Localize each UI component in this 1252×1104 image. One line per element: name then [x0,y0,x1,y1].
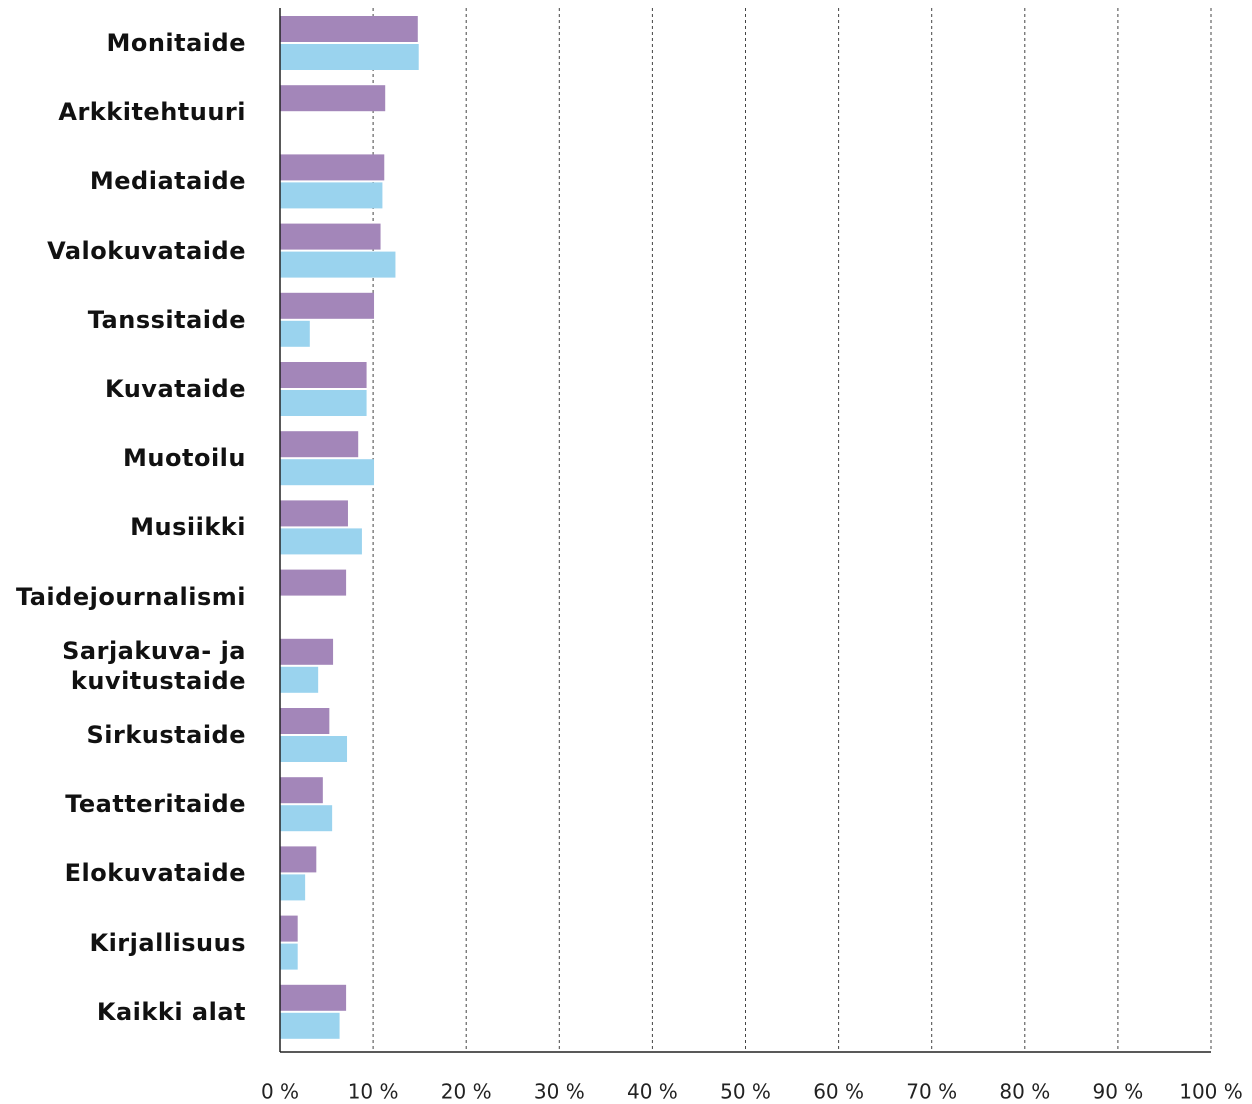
bar [280,320,310,347]
category-label: Valokuvataide [47,236,246,265]
category-label: Kuvataide [105,375,246,403]
bar [280,431,359,458]
category-label: Elokuvataide [64,859,246,888]
bar [280,569,347,596]
x-tick-label: 60 % [813,1080,864,1104]
bar [280,528,362,555]
category-label: Monitaide [106,29,246,57]
bar [280,736,348,762]
category-label: Muotoilu [123,444,246,473]
bar [280,943,298,970]
x-tick-label: 50 % [720,1080,771,1104]
category-label: Teatteritaide [65,790,246,819]
category-label: Musiikki [130,513,246,542]
category-label: Sarjakuva- ja kuvitustaide [62,636,246,695]
x-tick-label: 10 % [348,1080,399,1104]
bar [280,1012,340,1039]
bar [280,984,347,1011]
category-label: Sirkustaide [86,721,246,749]
bar [280,390,367,416]
category-label: Tanssitaide [87,305,246,334]
bar [280,500,348,527]
bar [280,44,419,70]
bar [280,16,418,42]
category-label: Mediataide [89,167,246,196]
x-tick-label: 20 % [441,1080,492,1104]
category-label: Kaikki alat [96,997,246,1026]
category-label: Arkkitehtuuri [58,98,246,127]
x-tick-label: 100 % [1179,1080,1243,1104]
category-label: Taidejournalismi [15,582,246,611]
x-tick-label: 0 % [261,1080,299,1104]
bar [280,915,298,942]
bar [280,251,396,278]
bar [280,459,375,486]
bar [280,638,334,665]
x-tick-label: 90 % [1092,1080,1143,1104]
bar [280,223,381,250]
bar [280,292,375,319]
bar [280,874,306,901]
category-label: Kirjallisuus [89,928,246,957]
bar [280,846,317,873]
bar [280,362,367,388]
x-tick-label: 40 % [627,1080,678,1104]
bar [280,154,385,181]
bar [280,666,319,693]
x-tick-label: 30 % [534,1080,585,1104]
x-tick-label: 70 % [906,1080,957,1104]
bar [280,708,330,734]
x-tick-label: 80 % [999,1080,1050,1104]
bar [280,777,323,804]
bar [280,85,386,112]
bar [280,182,383,209]
bar [280,805,333,832]
